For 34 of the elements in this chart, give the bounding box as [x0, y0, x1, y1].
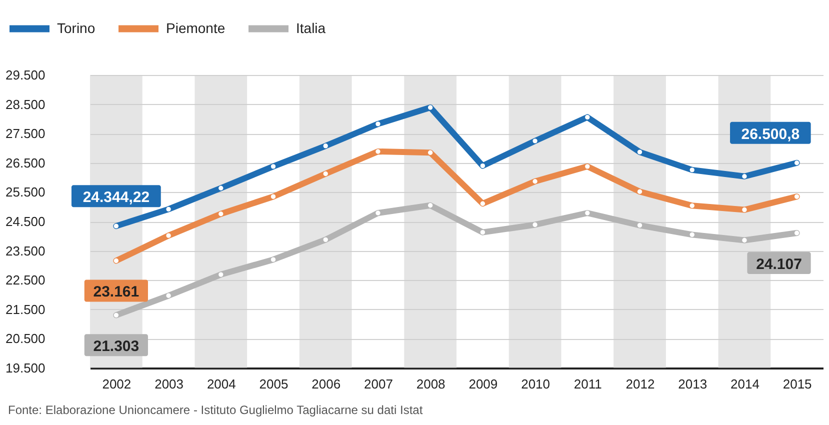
x-tick-label: 2004: [206, 376, 236, 392]
x-tick-label: 2014: [730, 376, 760, 392]
legend-label: Piemonte: [166, 20, 226, 36]
legend-label: Torino: [57, 20, 96, 36]
data-label: 26.500,8: [741, 126, 800, 143]
y-tick-label: 22.500: [6, 272, 46, 288]
y-tick-label: 28.500: [6, 96, 46, 112]
x-tick-label: 2008: [416, 376, 446, 392]
y-tick-label: 25.500: [6, 184, 46, 200]
data-label: 21.303: [93, 338, 140, 356]
y-tick-label: 21.500: [6, 302, 46, 317]
y-tick-label: 19.500: [6, 360, 46, 376]
x-tick-label: 2007: [364, 376, 393, 392]
x-tick-label: 2009: [468, 376, 498, 392]
x-tick-label: 2015: [782, 376, 812, 392]
x-tick-label: 2002: [102, 376, 132, 392]
x-tick-label: 2005: [259, 376, 288, 392]
x-tick-label: 2011: [574, 376, 602, 392]
y-tick-label: 27.500: [6, 126, 46, 142]
data-label: 23.161: [93, 284, 140, 301]
x-tick-label: 2010: [521, 376, 550, 392]
y-tick-label: 24.500: [6, 214, 46, 229]
data-label: 24.344,22: [82, 189, 150, 206]
x-tick-label: 2012: [626, 376, 655, 392]
data-label: 24.107: [756, 256, 802, 274]
x-tick-label: 2006: [312, 376, 341, 392]
y-tick-label: 26.500: [6, 155, 46, 170]
x-tick-label: 2003: [154, 376, 184, 392]
y-tick-label: 20.500: [6, 331, 46, 346]
y-tick-label: 23.500: [6, 243, 46, 258]
source-note: Fonte: Elaborazione Unioncamere - Istituto Guglielmo Tagliacarne su dati Istat: [8, 403, 424, 417]
y-tick-label: 29.500: [6, 68, 46, 82]
legend-label: Italia: [296, 20, 326, 36]
x-tick-label: 2013: [678, 376, 708, 392]
